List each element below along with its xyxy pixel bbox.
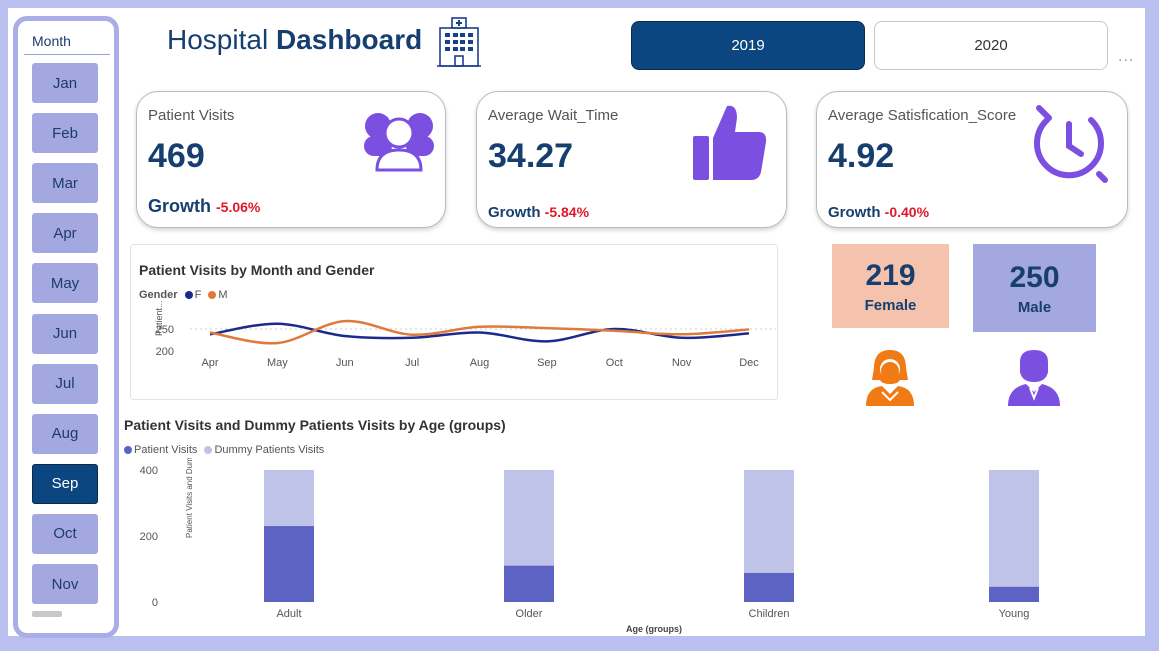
kpi-value: 4.92: [828, 137, 895, 175]
growth-label: Growth: [828, 204, 881, 221]
month-button-jan[interactable]: Jan: [32, 63, 98, 103]
line-x-tick: Jul: [405, 357, 419, 369]
line-x-tick: May: [267, 357, 288, 369]
month-button-aug[interactable]: Aug: [32, 413, 98, 454]
kpi-value: 469: [148, 137, 205, 175]
bar-visits-adult[interactable]: [264, 526, 314, 602]
page-title: Hospital Dashboard: [167, 24, 422, 56]
kpi-card-patient-visits: Patient Visits 469 Growth -5.06%: [136, 91, 446, 228]
slicer-scrollbar[interactable]: [32, 611, 62, 617]
kpi-growth: Growth -0.40%: [828, 204, 929, 221]
line-y-tick: 200: [156, 346, 174, 358]
legend-dot-patient-visits: [124, 446, 132, 454]
legend-label-f: F: [194, 289, 202, 301]
bar-y-tick: 0: [152, 597, 158, 609]
female-count-card: 219 Female: [832, 244, 949, 328]
month-button-apr[interactable]: Apr: [32, 213, 98, 254]
legend-label-m: M: [218, 289, 228, 301]
male-person-icon: [1008, 350, 1060, 406]
month-button-nov[interactable]: Nov: [32, 564, 98, 604]
year-button-2020[interactable]: 2020: [874, 21, 1108, 70]
month-button-oct[interactable]: Oct: [32, 513, 98, 554]
legend-dot-f: [184, 291, 193, 299]
bar-y-tick: 200: [140, 531, 158, 543]
kpi-label: Patient Visits: [148, 107, 235, 124]
line-chart-legend: Gender F M: [139, 289, 228, 301]
line-x-tick: Dec: [739, 357, 759, 369]
bar-y-axis-label: Patient Visits and Dummy Pa...: [185, 458, 194, 538]
kpi-label: Average Satisfication_Score: [828, 107, 1017, 124]
legend-label-dummy-visits: Dummy Patients Visits: [214, 444, 325, 456]
bar-x-tick: Children: [749, 608, 790, 620]
page-title-bold: Dashboard: [275, 24, 423, 55]
growth-value: -0.40%: [884, 204, 930, 220]
growth-value: -5.06%: [216, 199, 261, 215]
growth-label: Growth: [148, 196, 211, 216]
bar-visits-children[interactable]: [744, 572, 794, 602]
line-x-tick: Sep: [537, 357, 557, 369]
year-button-2019[interactable]: 2019: [631, 21, 865, 70]
bar-visits-young[interactable]: [989, 586, 1039, 602]
growth-value: -5.84%: [544, 204, 590, 220]
month-button-sep[interactable]: Sep: [32, 463, 98, 504]
month-button-jun[interactable]: Jun: [32, 313, 98, 354]
bar-chart: Patient Visits and Dummy Pa... 0 200 400 Adu…: [140, 458, 1039, 634]
line-x-tick: Aug: [470, 357, 490, 369]
bar-chart-title: Patient Visits and Dummy Patients Visits…: [124, 417, 506, 433]
growth-label: Growth: [488, 204, 541, 221]
bar-dummy-young[interactable]: [989, 470, 1039, 602]
bar-visits-older[interactable]: [504, 565, 554, 602]
kpi-value: 34.27: [488, 137, 574, 175]
line-x-tick: Apr: [201, 357, 218, 369]
line-y-tick: 250: [156, 324, 174, 336]
kpi-growth: Growth -5.06%: [148, 196, 260, 217]
legend-title: Gender: [139, 289, 178, 301]
month-button-feb[interactable]: Feb: [32, 113, 98, 154]
more-options-icon[interactable]: ...: [1118, 48, 1135, 65]
line-x-tick: Jun: [336, 357, 354, 369]
hospital-building-icon: [437, 17, 481, 67]
male-label: Male: [1017, 298, 1052, 316]
legend-dot-m: [208, 291, 217, 299]
month-slicer: Month Jan Feb Mar Apr May Jun Jul Aug Sep Oct Nov: [13, 16, 119, 638]
kpi-card-average-satisfaction-score: Average Satisfication_Score 4.92 Growth …: [816, 91, 1128, 228]
male-count: 250: [1009, 260, 1060, 294]
month-button-mar[interactable]: Mar: [32, 163, 98, 204]
month-button-jul[interactable]: Jul: [32, 363, 98, 404]
female-count: 219: [865, 258, 916, 292]
line-series-f[interactable]: [209, 322, 750, 343]
line-x-tick: Nov: [672, 357, 692, 369]
month-slicer-title: Month: [32, 33, 71, 49]
line-chart: Patient... 200 250 Apr May Jun Jul Aug Sep Oct Nov…: [154, 300, 776, 369]
legend-dot-dummy-visits: [204, 446, 213, 454]
male-count-card: 250 Male: [973, 244, 1096, 332]
thumbs-up-icon: [693, 105, 767, 180]
line-x-tick: Oct: [606, 357, 623, 369]
line-y-axis-label: Patient...: [154, 300, 164, 336]
bar-x-tick: Older: [516, 608, 543, 620]
page-title-light: Hospital: [167, 24, 269, 55]
users-group-icon: [364, 113, 434, 172]
clock-icon: [1034, 105, 1108, 183]
bar-chart-legend: Patient Visits Dummy Patients Visits: [120, 444, 324, 456]
bar-x-tick: Young: [999, 608, 1030, 620]
line-chart-title: Patient Visits by Month and Gender: [139, 262, 375, 278]
slicer-divider: [24, 54, 110, 55]
female-label: Female: [864, 296, 917, 314]
female-person-icon: [866, 350, 914, 406]
kpi-card-average-wait-time: Average Wait_Time 34.27 Growth -5.84%: [476, 91, 787, 228]
month-button-may[interactable]: May: [32, 263, 98, 304]
bar-y-tick: 400: [140, 465, 158, 477]
legend-label-patient-visits: Patient Visits: [134, 444, 198, 456]
line-chart-panel: [130, 244, 778, 400]
line-series-m[interactable]: [209, 319, 750, 345]
bar-x-tick: Adult: [276, 608, 301, 620]
kpi-growth: Growth -5.84%: [488, 204, 589, 221]
kpi-label: Average Wait_Time: [488, 107, 619, 124]
bar-x-axis-label: Age (groups): [626, 624, 682, 634]
